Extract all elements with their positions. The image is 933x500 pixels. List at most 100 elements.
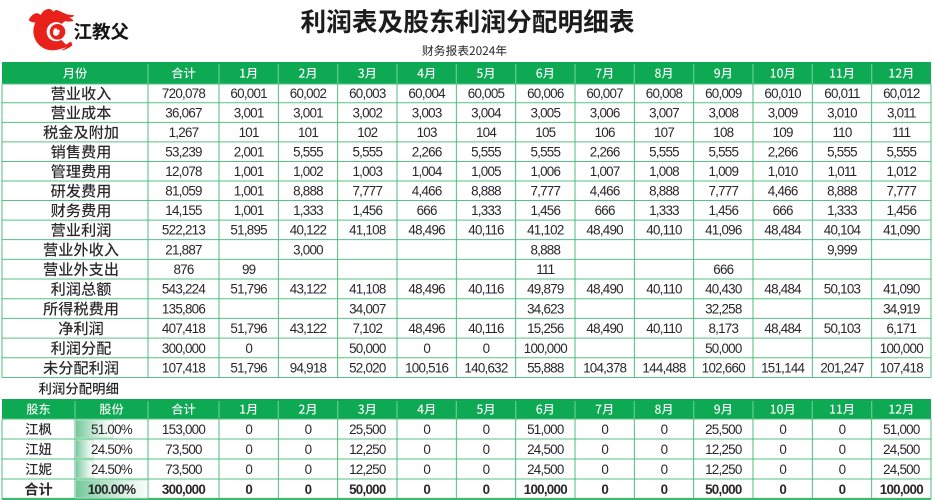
svg-text:14,155: 14,155	[165, 203, 202, 218]
svg-text:100,000: 100,000	[524, 341, 567, 356]
svg-text:41,090: 41,090	[883, 223, 920, 238]
svg-text:104: 104	[476, 125, 497, 140]
svg-text:32,258: 32,258	[705, 301, 742, 316]
svg-text:50,103: 50,103	[824, 282, 861, 297]
svg-text:8,173: 8,173	[708, 321, 738, 336]
svg-text:41,108: 41,108	[349, 223, 386, 238]
svg-text:12,078: 12,078	[165, 164, 202, 179]
svg-text:49,879: 49,879	[527, 282, 564, 297]
svg-text:25,500: 25,500	[705, 422, 742, 437]
svg-text:55,888: 55,888	[527, 360, 564, 375]
svg-text:1,003: 1,003	[352, 164, 382, 179]
svg-text:48,496: 48,496	[408, 321, 445, 336]
svg-text:151,144: 151,144	[761, 360, 805, 375]
svg-text:3,008: 3,008	[708, 105, 738, 120]
svg-text:60,008: 60,008	[646, 86, 683, 101]
svg-text:3,003: 3,003	[412, 105, 442, 120]
svg-text:34,919: 34,919	[883, 301, 920, 316]
svg-text:1,456: 1,456	[708, 203, 738, 218]
svg-text:48,484: 48,484	[764, 321, 802, 336]
svg-text:107,418: 107,418	[880, 360, 923, 375]
svg-text:0: 0	[245, 341, 252, 356]
svg-text:48,484: 48,484	[764, 282, 802, 297]
svg-text:101: 101	[298, 125, 318, 140]
svg-text:8,888: 8,888	[530, 242, 560, 257]
svg-text:60,011: 60,011	[824, 86, 860, 101]
svg-text:15,256: 15,256	[527, 321, 564, 336]
svg-text:1,012: 1,012	[886, 164, 916, 179]
svg-text:73,500: 73,500	[165, 442, 202, 457]
svg-text:1,333: 1,333	[649, 203, 679, 218]
svg-text:107,418: 107,418	[162, 360, 205, 375]
svg-text:51.00%: 51.00%	[91, 422, 133, 437]
svg-text:51,796: 51,796	[230, 282, 267, 297]
svg-text:300,000: 300,000	[162, 341, 205, 356]
svg-text:666: 666	[417, 203, 437, 218]
svg-text:48,490: 48,490	[586, 282, 623, 297]
svg-text:60,006: 60,006	[527, 86, 564, 101]
svg-text:0: 0	[779, 462, 786, 477]
svg-text:21,887: 21,887	[165, 242, 202, 257]
svg-text:48,496: 48,496	[408, 223, 445, 238]
svg-text:99: 99	[242, 262, 256, 277]
svg-text:24.50%: 24.50%	[91, 442, 133, 457]
svg-text:5,555: 5,555	[293, 144, 323, 159]
svg-text:0: 0	[245, 482, 252, 497]
svg-text:40,116: 40,116	[468, 223, 504, 238]
svg-text:51,796: 51,796	[230, 321, 267, 336]
svg-text:153,000: 153,000	[162, 422, 205, 437]
svg-text:12,250: 12,250	[705, 462, 742, 477]
svg-text:0: 0	[601, 422, 608, 437]
svg-text:0: 0	[661, 482, 668, 497]
svg-text:201,247: 201,247	[820, 360, 863, 375]
svg-text:3,000: 3,000	[293, 242, 323, 257]
svg-text:1,011: 1,011	[828, 164, 857, 179]
svg-text:100,000: 100,000	[524, 482, 567, 497]
svg-text:0: 0	[779, 422, 786, 437]
svg-text:0: 0	[245, 462, 252, 477]
svg-text:0: 0	[483, 422, 490, 437]
svg-text:1,333: 1,333	[293, 203, 323, 218]
svg-text:8,888: 8,888	[649, 184, 679, 199]
svg-text:40,104: 40,104	[824, 223, 862, 238]
svg-text:0: 0	[661, 442, 668, 457]
svg-text:1,001: 1,001	[234, 184, 264, 199]
svg-text:666: 666	[713, 262, 733, 277]
svg-text:60,003: 60,003	[349, 86, 386, 101]
svg-text:50,000: 50,000	[705, 482, 742, 497]
svg-text:407,418: 407,418	[162, 321, 205, 336]
svg-text:103: 103	[417, 125, 437, 140]
svg-text:3,009: 3,009	[768, 105, 798, 120]
svg-text:522,213: 522,213	[162, 223, 205, 238]
svg-text:0: 0	[779, 482, 786, 497]
svg-text:3,006: 3,006	[590, 105, 620, 120]
svg-text:8,888: 8,888	[293, 184, 323, 199]
svg-text:50,000: 50,000	[349, 341, 386, 356]
svg-text:0: 0	[305, 422, 312, 437]
svg-text:100.00%: 100.00%	[88, 482, 136, 497]
svg-text:7,777: 7,777	[352, 184, 382, 199]
svg-text:34,007: 34,007	[349, 301, 386, 316]
svg-text:40,122: 40,122	[290, 223, 327, 238]
svg-text:12,250: 12,250	[705, 442, 742, 457]
svg-text:100,000: 100,000	[880, 341, 923, 356]
svg-text:0: 0	[483, 341, 490, 356]
svg-text:73,500: 73,500	[165, 462, 202, 477]
svg-text:60,009: 60,009	[705, 86, 742, 101]
svg-text:0: 0	[305, 482, 312, 497]
svg-text:1,008: 1,008	[649, 164, 679, 179]
svg-text:41,090: 41,090	[883, 282, 920, 297]
svg-text:60,002: 60,002	[290, 86, 327, 101]
svg-text:0: 0	[245, 422, 252, 437]
svg-text:102,660: 102,660	[702, 360, 745, 375]
svg-text:0: 0	[779, 442, 786, 457]
svg-text:50,103: 50,103	[824, 321, 861, 336]
svg-text:1,001: 1,001	[234, 164, 264, 179]
svg-text:12,250: 12,250	[349, 462, 386, 477]
svg-text:60,004: 60,004	[408, 86, 446, 101]
svg-text:0: 0	[305, 442, 312, 457]
svg-text:5,555: 5,555	[708, 144, 738, 159]
svg-text:60,007: 60,007	[586, 86, 623, 101]
svg-text:5,555: 5,555	[649, 144, 679, 159]
svg-text:34,623: 34,623	[527, 301, 564, 316]
